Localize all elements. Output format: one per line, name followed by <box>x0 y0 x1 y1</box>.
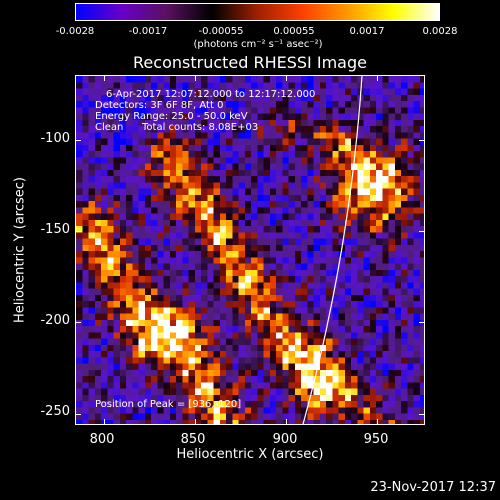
y-tick-label: -100 <box>40 131 70 146</box>
y-tick-mark <box>75 231 81 233</box>
x-tick-label: 950 <box>363 432 389 447</box>
colorbar-units: (photons cm⁻² s⁻¹ asec⁻²) <box>193 39 323 50</box>
colorbar <box>75 3 440 21</box>
image-plot: 6-Apr-2017 12:07:12.000 to 12:17:12.000 … <box>75 75 425 425</box>
colorbar-tick-label: 0.00055 <box>273 26 315 37</box>
x-tick-mark <box>377 419 379 425</box>
x-tick-mark <box>103 75 105 81</box>
image-title: Reconstructed RHESSI Image <box>133 53 367 72</box>
x-tick-mark <box>285 419 287 425</box>
colorbar-tick-label: -0.0017 <box>128 26 168 37</box>
x-tick-label: 900 <box>272 432 298 447</box>
y-tick-mark <box>75 140 81 142</box>
solar-limb-line <box>302 76 363 424</box>
info-total-counts: Total counts: 8.08E+03 <box>142 122 259 133</box>
x-tick-mark <box>194 419 196 425</box>
x-tick-label: 800 <box>89 432 115 447</box>
info-energy-range: Energy Range: 25.0 - 50.0 keV <box>95 111 248 122</box>
y-tick-label: -150 <box>40 222 70 237</box>
y-tick-mark <box>419 413 425 415</box>
colorbar-tick-label: 0.0017 <box>349 26 385 37</box>
y-tick-label: -200 <box>40 313 70 328</box>
info-peak-position: Position of Peak = [936,-120] <box>95 399 242 410</box>
x-tick-label: 850 <box>180 432 206 447</box>
y-tick-mark <box>75 413 81 415</box>
colorbar-tick-label: -0.00055 <box>198 26 244 37</box>
y-tick-mark <box>419 322 425 324</box>
y-axis-label: Heliocentric Y (arcsec) <box>12 177 28 323</box>
x-tick-mark <box>194 75 196 81</box>
rhessi-map-image <box>76 76 424 424</box>
colorbar-tick-label: 0.0028 <box>422 26 458 37</box>
y-tick-mark <box>419 140 425 142</box>
x-tick-mark <box>103 419 105 425</box>
colorbar-tick-label: -0.0028 <box>55 26 95 37</box>
info-detectors: Detectors: 3F 6F 8F, Att 0 <box>95 100 224 111</box>
x-tick-mark <box>377 75 379 81</box>
x-axis-label: Heliocentric X (arcsec) <box>176 447 324 462</box>
x-tick-mark <box>285 75 287 81</box>
info-time-range: 6-Apr-2017 12:07:12.000 to 12:17:12.000 <box>106 89 316 100</box>
info-method: Clean <box>95 122 124 133</box>
y-tick-label: -250 <box>40 404 70 419</box>
y-tick-mark <box>75 322 81 324</box>
y-tick-mark <box>419 231 425 233</box>
plot-overlay <box>302 76 363 424</box>
footer-date: 23-Nov-2017 12:37 <box>370 480 496 495</box>
